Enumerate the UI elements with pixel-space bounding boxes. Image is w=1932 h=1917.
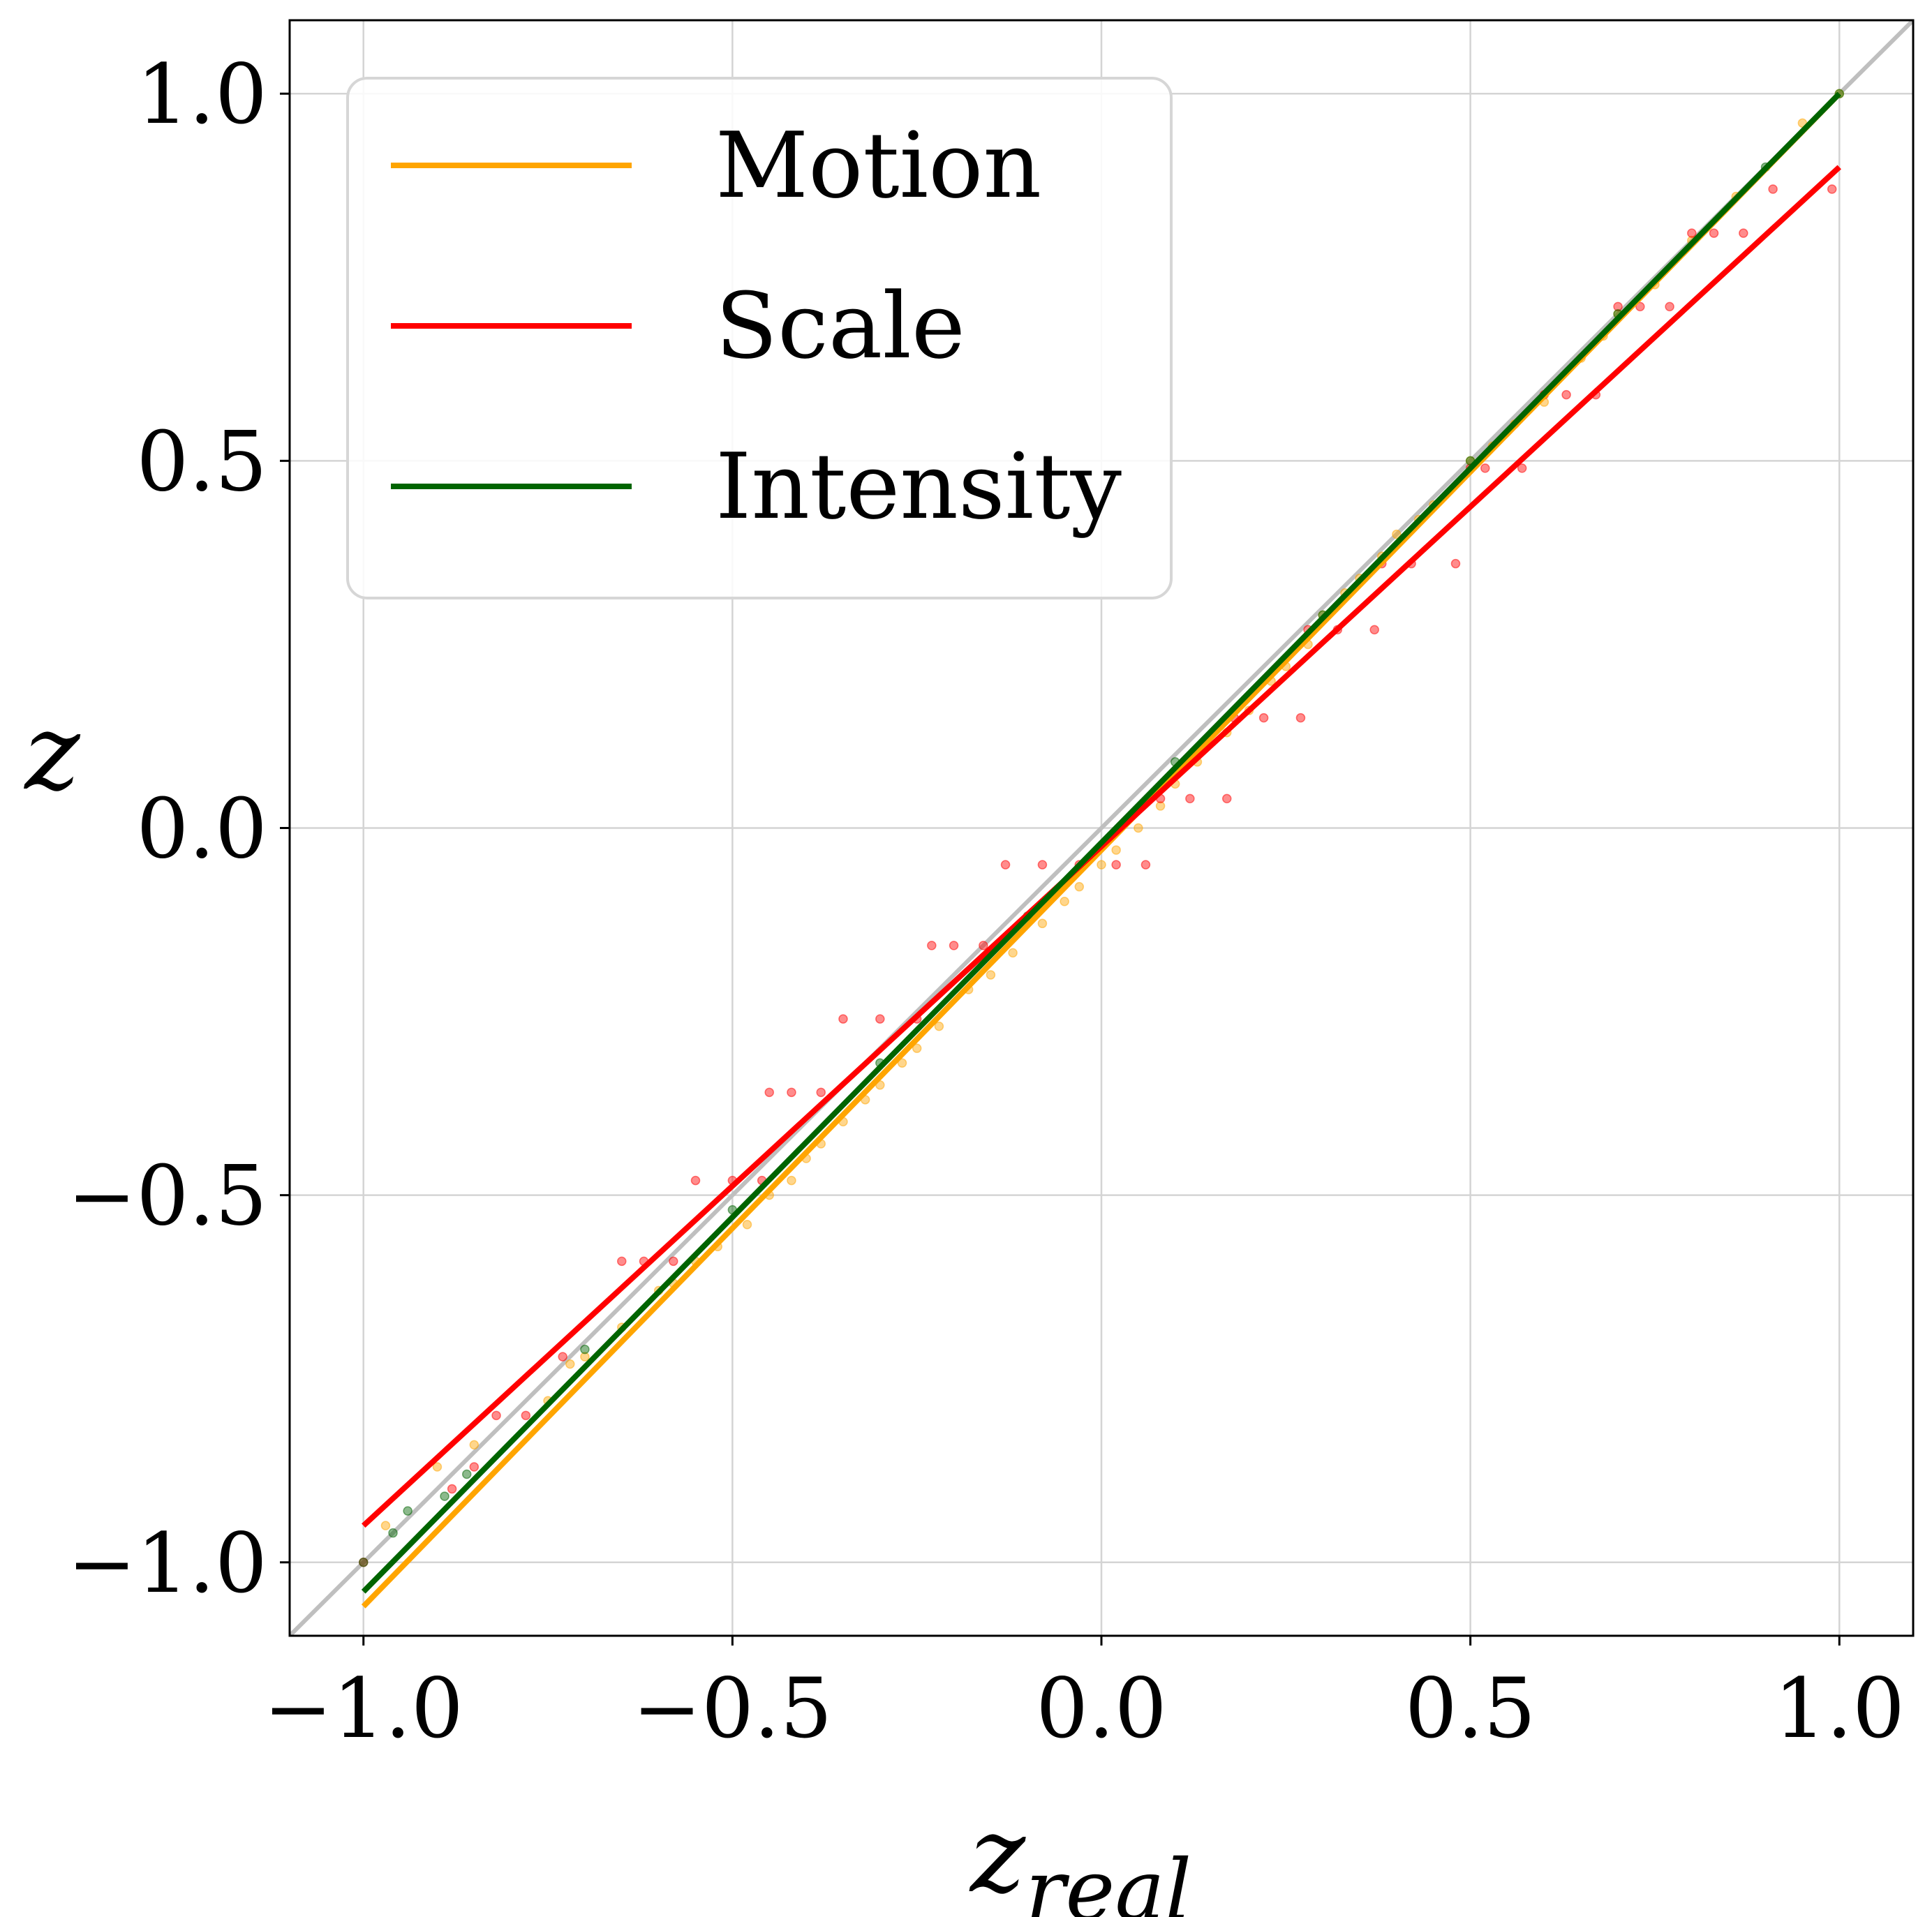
scale-point xyxy=(491,1410,501,1421)
motion-point xyxy=(1008,948,1018,958)
y-tick-label: −0.5 xyxy=(67,1148,267,1244)
scale-point xyxy=(1635,301,1645,312)
x-axis: −1.0 −0.5 0.0 0.5 1.0 xyxy=(263,1636,1905,1756)
motion-point xyxy=(1060,896,1069,907)
scale-point xyxy=(1140,860,1151,870)
intensity-point xyxy=(358,1558,369,1567)
scale-point xyxy=(1295,713,1306,723)
scale-point xyxy=(669,1256,678,1267)
intensity-point xyxy=(580,1344,590,1355)
motion-point xyxy=(986,970,996,980)
scale-point xyxy=(927,941,937,950)
scale-point xyxy=(979,941,988,950)
motion-point xyxy=(897,1058,907,1068)
scale-point xyxy=(949,941,959,950)
scale-point xyxy=(1517,463,1527,473)
y-tick-label: 0.5 xyxy=(136,413,267,509)
y-axis-label: z xyxy=(23,692,80,814)
legend: Motion Scale Intensity xyxy=(346,77,1173,599)
motion-point xyxy=(565,1359,575,1369)
y-tick-label: 1.0 xyxy=(136,46,267,142)
intensity-point xyxy=(388,1528,398,1538)
scale-point xyxy=(558,1352,567,1362)
x-tick-label: 1.0 xyxy=(1774,1660,1905,1756)
y-axis: −1.0 −0.5 0.0 0.5 1.0 xyxy=(67,46,290,1611)
x-axis-label: zreal xyxy=(969,1795,1191,1917)
scale-point xyxy=(1258,713,1269,723)
fit-lines xyxy=(361,91,1842,1609)
motion-point xyxy=(380,1521,391,1530)
motion-point xyxy=(1392,529,1402,539)
x-tick-label: 0.5 xyxy=(1405,1660,1536,1756)
scale-point xyxy=(1000,860,1011,870)
scale-point xyxy=(690,1175,701,1186)
motion-point xyxy=(432,1462,443,1472)
motion-point xyxy=(1155,801,1166,811)
motion-point xyxy=(742,1219,752,1230)
scale-point xyxy=(1221,793,1232,804)
scale-point xyxy=(617,1256,627,1267)
motion-point xyxy=(1134,823,1143,833)
scale-point xyxy=(764,1087,774,1098)
scale-point xyxy=(1111,860,1121,870)
x-tick-label: −0.5 xyxy=(632,1660,833,1756)
x-axis-label-main: z xyxy=(969,1795,1026,1916)
plot-area xyxy=(290,20,1913,1636)
motion-point xyxy=(1111,845,1121,855)
intensity-point xyxy=(461,1469,472,1479)
legend-label-motion: Motion xyxy=(715,112,1041,218)
motion-point xyxy=(580,1352,590,1362)
scale-point xyxy=(1709,228,1719,238)
motion-point xyxy=(787,1175,796,1186)
scale-point xyxy=(1561,389,1571,400)
scale-point xyxy=(1185,793,1195,804)
scale-point xyxy=(1369,625,1379,635)
scale-point xyxy=(1037,860,1048,870)
intensity-point xyxy=(440,1491,449,1501)
scale-point xyxy=(1687,228,1697,238)
y-tick-label: 0.0 xyxy=(136,781,267,877)
legend-box xyxy=(346,77,1173,599)
motion-point xyxy=(912,1043,922,1053)
scale-point xyxy=(787,1087,796,1098)
scale-point xyxy=(1768,184,1778,194)
intensity-fit-line xyxy=(361,91,1842,1594)
scale-point xyxy=(1613,301,1623,312)
scale-point xyxy=(838,1014,848,1024)
scale-point xyxy=(816,1087,826,1098)
x-axis-label-subscript: real xyxy=(1025,1842,1191,1917)
scale-point xyxy=(521,1410,531,1421)
motion-point xyxy=(1037,918,1048,929)
motion-point xyxy=(469,1440,480,1450)
scale-point xyxy=(1665,301,1674,312)
scale-point xyxy=(1827,184,1837,194)
legend-label-intensity: Intensity xyxy=(715,433,1122,539)
scale-point xyxy=(1739,228,1748,238)
scale-point xyxy=(447,1484,457,1494)
scale-point xyxy=(1450,558,1461,569)
motion-point xyxy=(934,1021,944,1031)
legend-label-scale: Scale xyxy=(715,273,965,379)
motion-point xyxy=(1097,860,1106,870)
scale-point xyxy=(1480,463,1490,473)
x-tick-label: −1.0 xyxy=(263,1660,463,1756)
y-tick-label: −1.0 xyxy=(67,1515,267,1611)
motion-point xyxy=(1074,881,1085,892)
intensity-point xyxy=(403,1506,413,1516)
scale-point xyxy=(469,1462,480,1472)
scale-point xyxy=(875,1014,885,1024)
x-tick-label: 0.0 xyxy=(1036,1660,1167,1756)
